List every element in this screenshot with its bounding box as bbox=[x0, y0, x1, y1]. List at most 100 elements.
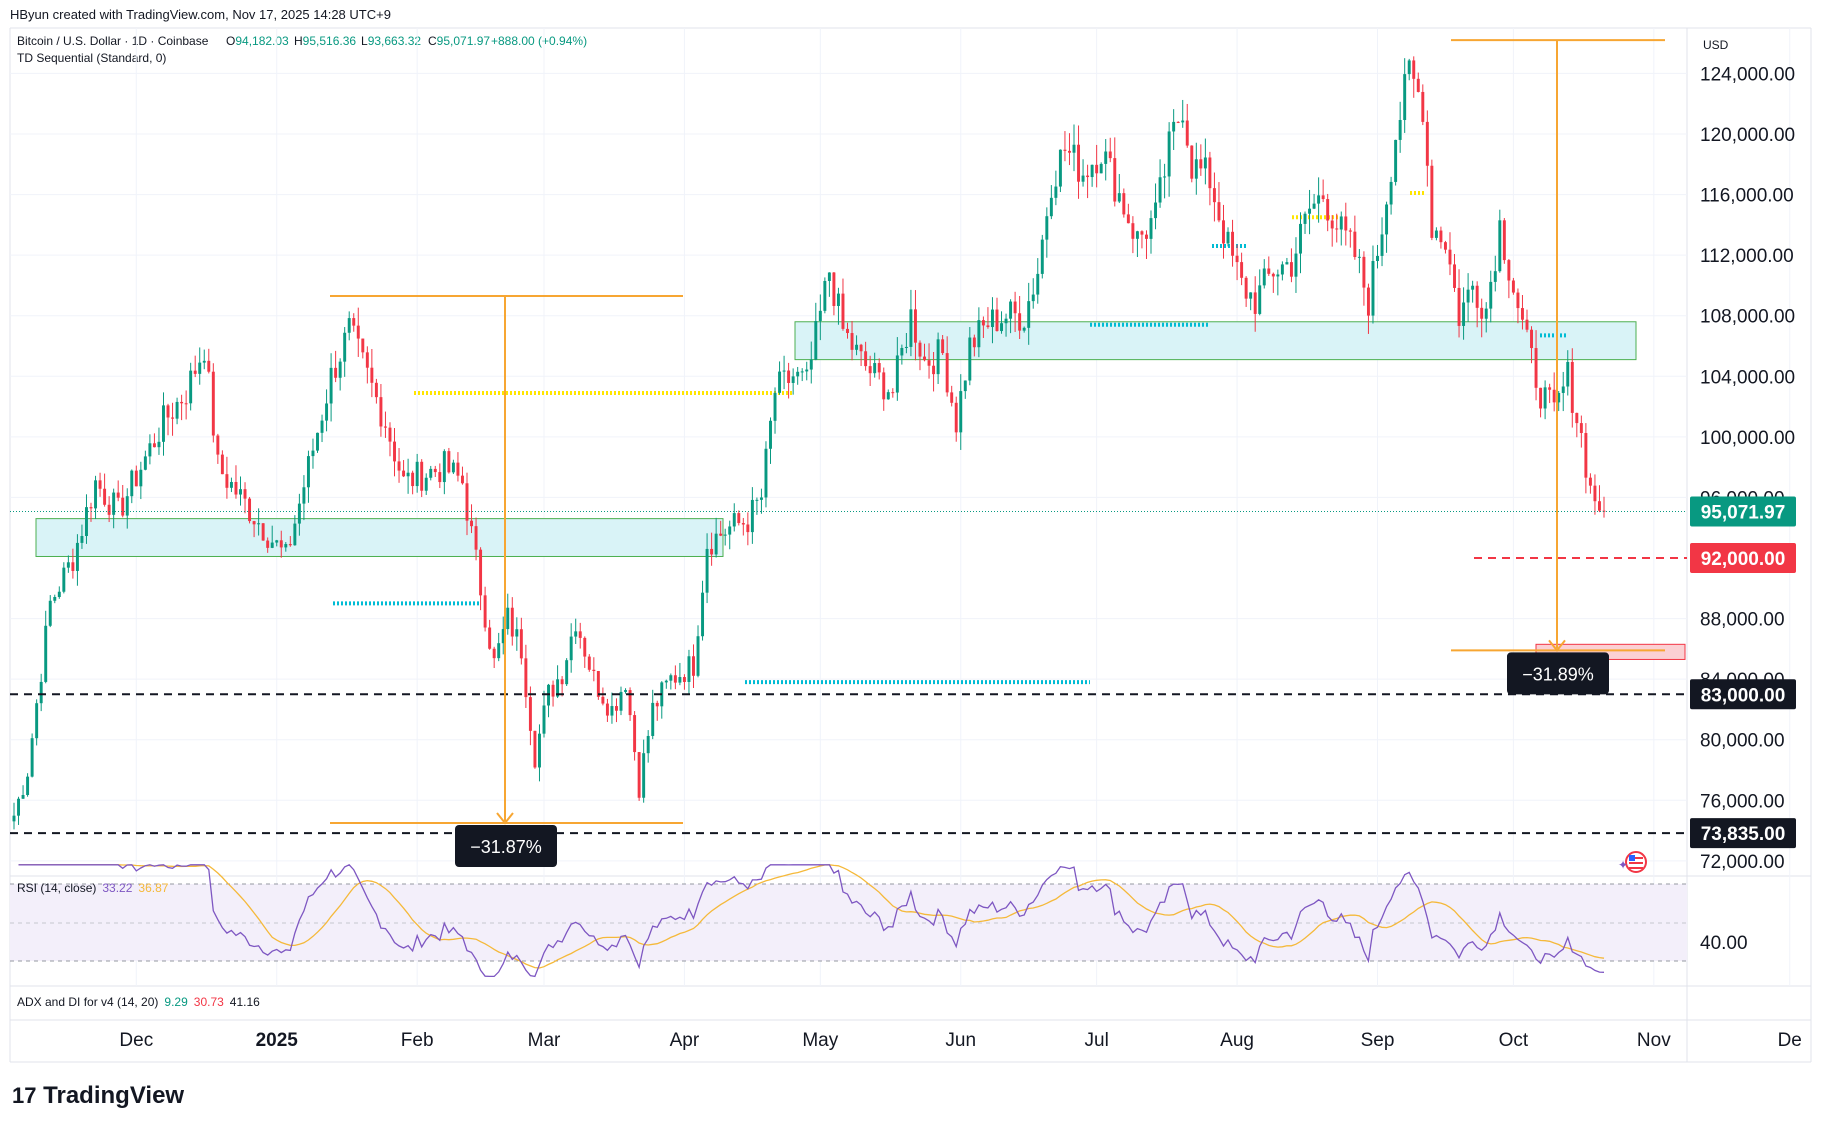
candle-body bbox=[379, 397, 383, 427]
candle-body bbox=[805, 369, 809, 372]
candle-body bbox=[157, 441, 161, 448]
candle-body bbox=[1579, 423, 1583, 434]
candle-body bbox=[592, 669, 596, 672]
currency-label: USD bbox=[1703, 38, 1729, 52]
candle-body bbox=[39, 681, 43, 704]
us-flag-icon[interactable] bbox=[1625, 851, 1647, 873]
candle-body bbox=[103, 488, 107, 505]
adx-label: ADX and DI for v4 (14, 20) 9.29 30.73 41.16 bbox=[17, 995, 260, 1009]
candle-body bbox=[1140, 231, 1144, 235]
ohlc-open-value: 94,182.03 bbox=[235, 34, 289, 48]
candle-body bbox=[1439, 230, 1443, 243]
candle-body bbox=[148, 443, 152, 457]
candle-body bbox=[800, 371, 804, 373]
candle-body bbox=[1534, 348, 1538, 388]
candle-body bbox=[184, 403, 188, 405]
candle-body bbox=[270, 542, 274, 548]
candle-body bbox=[1199, 159, 1203, 169]
rsi-name: RSI (14, close) bbox=[17, 881, 96, 895]
candle-body bbox=[257, 523, 261, 525]
rsi-ma-value: 36.87 bbox=[138, 881, 168, 895]
candle-body bbox=[1154, 202, 1158, 219]
support-zone[interactable] bbox=[794, 321, 1637, 361]
candle-body bbox=[1058, 149, 1062, 187]
candle-body bbox=[98, 480, 102, 489]
candle-body bbox=[732, 513, 736, 527]
candle-body bbox=[338, 361, 342, 378]
measure-percent-label: −31.89% bbox=[1522, 664, 1594, 684]
candle-body bbox=[1235, 255, 1239, 263]
candle-body bbox=[904, 346, 908, 348]
candle-body bbox=[415, 461, 419, 487]
candle-body bbox=[891, 392, 895, 394]
candle-body bbox=[1489, 281, 1493, 309]
candle-body bbox=[44, 625, 48, 682]
candle-body bbox=[139, 469, 143, 487]
candle-body bbox=[116, 492, 120, 498]
candle-body bbox=[1045, 216, 1049, 240]
candle-body bbox=[175, 401, 179, 419]
ohlc-close-label: C bbox=[428, 34, 437, 48]
candle-body bbox=[1299, 223, 1302, 254]
candle-body bbox=[836, 293, 840, 306]
candle-body bbox=[1267, 268, 1271, 274]
x-tick-label: Oct bbox=[1499, 1030, 1529, 1051]
y-tick-label: 108,000.00 bbox=[1700, 307, 1795, 328]
x-tick-label: Apr bbox=[670, 1030, 700, 1051]
rsi-level-label: 40.00 bbox=[1700, 933, 1748, 954]
candle-body bbox=[827, 272, 831, 281]
candle-body bbox=[769, 420, 772, 449]
candle-body bbox=[610, 706, 614, 716]
candle-body bbox=[637, 752, 641, 798]
candle-body bbox=[329, 367, 333, 404]
pane-frames bbox=[9, 27, 1812, 1063]
candle-body bbox=[447, 451, 451, 473]
candle-body bbox=[207, 360, 211, 372]
candle-body bbox=[1244, 277, 1248, 299]
candle-body bbox=[1294, 253, 1298, 277]
y-tick-label: 124,000.00 bbox=[1700, 64, 1795, 85]
ohlc-low-label: L bbox=[361, 34, 368, 48]
candle-body bbox=[524, 658, 528, 698]
y-tick-label: 76,000.00 bbox=[1700, 791, 1785, 812]
candle-body bbox=[986, 325, 990, 328]
candle-body bbox=[243, 489, 247, 499]
candle-body bbox=[705, 548, 709, 593]
zones bbox=[35, 321, 1686, 660]
candle-body bbox=[809, 359, 813, 370]
candle-body bbox=[1434, 230, 1438, 238]
candle-body bbox=[1385, 204, 1389, 235]
candle-body bbox=[1457, 287, 1461, 326]
candle-body bbox=[977, 320, 981, 348]
candle-body bbox=[859, 344, 863, 352]
x-tick-label: Dec bbox=[119, 1030, 153, 1051]
measure-tools[interactable]: −31.87% −31.89% bbox=[330, 39, 1665, 867]
sparkle-icon: ✦ bbox=[1618, 858, 1628, 872]
candle-body bbox=[1557, 392, 1561, 403]
candle-body bbox=[990, 309, 994, 328]
candle-body bbox=[633, 715, 637, 753]
candle-body bbox=[936, 339, 940, 375]
candle-body bbox=[343, 332, 347, 362]
candle-body bbox=[57, 591, 61, 598]
candle-body bbox=[406, 472, 410, 477]
candle-body bbox=[750, 499, 754, 533]
y-tick-label: 100,000.00 bbox=[1700, 428, 1795, 449]
candle-body bbox=[1090, 164, 1094, 178]
candle-body bbox=[1013, 301, 1017, 314]
candle-body bbox=[696, 636, 700, 676]
candle-body bbox=[1072, 144, 1076, 153]
candle-body bbox=[1289, 262, 1293, 277]
ohlc-high-value: 95,516.36 bbox=[303, 34, 357, 48]
support-zone[interactable] bbox=[35, 518, 724, 557]
x-axis: Dec 2025 Feb Mar Apr May Jun Jul Aug Sep Oct Nov De bbox=[119, 1030, 1801, 1051]
candle-body bbox=[1004, 318, 1008, 324]
candle-body bbox=[864, 351, 868, 367]
candle-body bbox=[497, 643, 501, 659]
y-tick-label: 116,000.00 bbox=[1700, 186, 1794, 207]
tradingview-logo[interactable]: 17 TradingView bbox=[12, 1082, 184, 1110]
candle-body bbox=[923, 356, 926, 361]
candle-body bbox=[1054, 186, 1058, 198]
candle-body bbox=[1326, 199, 1330, 221]
